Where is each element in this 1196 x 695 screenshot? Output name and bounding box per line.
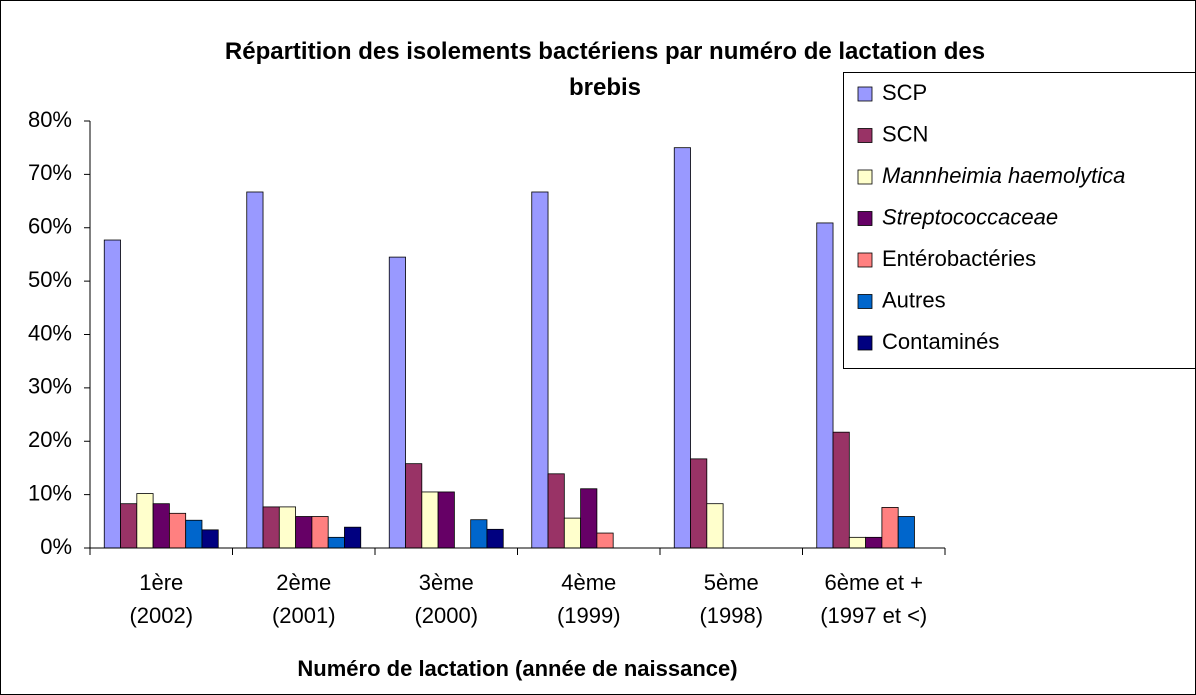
- bar: [168, 512, 187, 549]
- legend-label: SCN: [882, 121, 928, 146]
- bar: [673, 147, 691, 549]
- legend-label: SCP: [882, 80, 927, 105]
- bar: [136, 493, 154, 549]
- y-tick-label: 40%: [28, 320, 72, 345]
- bar: [881, 507, 899, 549]
- bar: [152, 503, 170, 549]
- bar: [421, 491, 439, 549]
- bar: [690, 458, 708, 549]
- bar: [278, 506, 297, 549]
- x-tick-label: 1ère (2002): [129, 570, 194, 628]
- x-tick-label: 4ème (1999): [556, 570, 621, 628]
- y-tick-label: 30%: [28, 374, 72, 399]
- legend-swatch: [857, 335, 873, 351]
- legend-label: Autres: [882, 287, 946, 312]
- y-tick-label: 50%: [28, 267, 72, 292]
- bar: [185, 519, 203, 549]
- bar: [865, 536, 883, 549]
- bar: [897, 516, 915, 549]
- x-tick-label: 6ème et + (1997 et <): [820, 570, 928, 628]
- legend-label: Entérobactéries: [882, 246, 1036, 271]
- legend-swatch: [857, 169, 873, 185]
- bar: [437, 491, 455, 549]
- x-axis-title: Numéro de lactation (année de naissance): [297, 656, 738, 681]
- y-tick-label: 70%: [28, 160, 72, 185]
- bar: [246, 191, 264, 549]
- bar: [596, 532, 614, 549]
- bar: [103, 239, 121, 549]
- x-tick-label: 5ème (1998): [699, 570, 764, 628]
- legend-label: Contaminés: [882, 329, 999, 354]
- y-tick-label: 60%: [28, 214, 72, 239]
- x-tick-label: 3ème (2000): [414, 570, 479, 628]
- bar: [344, 526, 362, 549]
- y-tick-label: 80%: [28, 107, 72, 132]
- bar: [201, 529, 219, 549]
- bar: [547, 473, 565, 549]
- bar: [405, 463, 423, 549]
- legend-label: Mannheimia haemolytica: [882, 163, 1125, 188]
- bar: [486, 528, 504, 549]
- y-tick-label: 20%: [28, 427, 72, 452]
- legend-swatch: [857, 211, 873, 226]
- legend-box: [843, 72, 1196, 369]
- bar: [262, 506, 280, 549]
- y-tick-label: 0%: [40, 534, 72, 559]
- legend-swatch: [857, 128, 873, 143]
- bar: [120, 503, 138, 549]
- bar: [295, 516, 313, 549]
- bar: [816, 222, 834, 549]
- legend-label: Streptococcaceae: [882, 204, 1058, 229]
- x-tick-label: 2ème (2001): [271, 570, 336, 628]
- chart-title: Répartition des isolements bactériens pa…: [224, 38, 986, 101]
- bar: [388, 256, 406, 549]
- bar: [531, 191, 549, 549]
- bar: [832, 431, 850, 549]
- legend-swatch: [857, 86, 873, 102]
- bar: [848, 536, 867, 549]
- bar: [563, 517, 582, 549]
- bar: [311, 516, 329, 549]
- bar: [327, 536, 345, 549]
- legend-swatch: [857, 252, 873, 268]
- y-tick-label: 10%: [28, 480, 72, 505]
- bar: [580, 488, 598, 549]
- bar: [470, 519, 488, 549]
- bar: [706, 503, 724, 549]
- legend-swatch: [857, 294, 873, 309]
